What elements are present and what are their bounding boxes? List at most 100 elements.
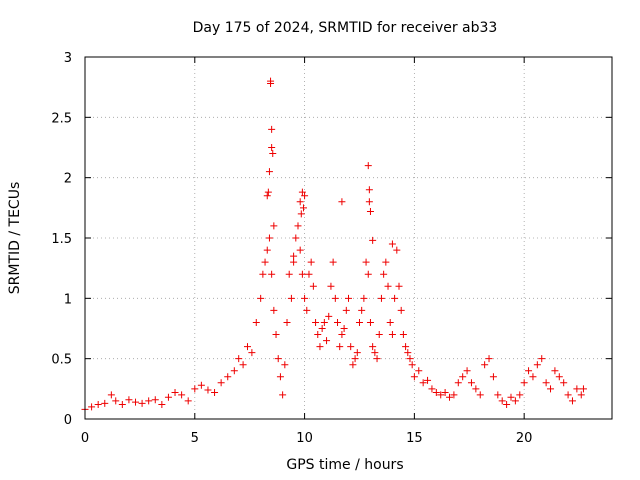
data-point: [579, 385, 587, 393]
data-point: [406, 355, 414, 363]
data-point: [560, 379, 568, 387]
data-point: [366, 318, 374, 326]
data-point: [365, 186, 373, 194]
data-point: [371, 349, 379, 357]
x-axis-label: GPS time / hours: [286, 457, 403, 473]
data-point: [287, 294, 295, 302]
data-point: [382, 258, 390, 266]
data-point: [345, 294, 352, 302]
data-point: [511, 397, 519, 405]
data-point: [391, 294, 399, 302]
data-point: [568, 397, 576, 405]
data-point: [525, 367, 533, 375]
data-point: [257, 294, 265, 302]
data-point: [459, 373, 467, 381]
x-tick-label: 20: [516, 431, 533, 446]
data-point: [204, 386, 212, 394]
x-tick-label: 15: [406, 431, 423, 446]
data-point: [138, 399, 146, 407]
data-point: [296, 246, 304, 254]
data-point: [276, 373, 284, 381]
data-point: [347, 343, 355, 351]
data-point: [410, 373, 418, 381]
data-point: [320, 318, 328, 326]
data-point: [516, 391, 524, 399]
data-point: [261, 258, 269, 266]
data-point: [239, 361, 247, 369]
data-point: [331, 294, 339, 302]
data-point: [265, 234, 273, 242]
data-point: [292, 234, 300, 242]
data-point: [538, 355, 546, 363]
data-point: [450, 391, 458, 399]
data-point: [101, 399, 109, 407]
grid: [85, 57, 612, 419]
data-point: [365, 198, 373, 206]
data-point: [503, 401, 511, 409]
y-tick-label: 0.5: [51, 353, 72, 368]
data-point: [441, 388, 449, 396]
data-point: [298, 188, 306, 196]
data-point: [274, 355, 282, 363]
data-point: [533, 361, 541, 369]
data-point: [369, 343, 377, 351]
data-point: [369, 236, 377, 244]
data-point: [259, 270, 267, 278]
data-point: [329, 258, 337, 266]
data-point: [285, 270, 293, 278]
data-point: [290, 252, 298, 260]
data-point: [334, 318, 342, 326]
data-point: [340, 325, 348, 332]
data-point: [272, 331, 280, 339]
data-point: [88, 403, 96, 411]
data-point: [494, 391, 502, 399]
data-point: [489, 373, 497, 381]
data-point: [307, 258, 315, 266]
data-point: [573, 385, 581, 393]
data-point: [362, 258, 370, 266]
data-point: [529, 373, 537, 381]
data-point: [268, 144, 276, 151]
data-point: [299, 204, 307, 212]
data-point: [373, 355, 381, 363]
data-point: [404, 349, 412, 357]
data-point: [316, 343, 324, 351]
data-point: [424, 376, 432, 384]
data-point: [263, 246, 271, 254]
data-point: [325, 312, 333, 320]
data-point: [454, 379, 462, 387]
x-tick-label: 5: [191, 431, 199, 446]
data-point: [305, 270, 313, 278]
data-point: [467, 379, 475, 387]
data-point: [158, 401, 166, 409]
data-point: [338, 198, 346, 206]
data-point: [353, 349, 361, 357]
data-point: [164, 393, 172, 401]
data-point: [402, 343, 410, 351]
data-point: [184, 397, 192, 405]
data-point: [224, 373, 232, 381]
data-point: [520, 379, 528, 387]
data-point: [265, 168, 273, 176]
y-tick-label: 0: [64, 413, 72, 428]
y-tick-label: 1.5: [51, 232, 72, 247]
data-point: [349, 361, 357, 369]
data-point: [395, 282, 403, 290]
data-point: [309, 282, 317, 290]
data-point: [303, 306, 311, 314]
data-point: [428, 385, 436, 393]
data-point: [498, 397, 506, 405]
data-point: [268, 270, 276, 278]
data-point: [547, 385, 555, 393]
data-point: [551, 367, 559, 375]
data-point: [301, 294, 309, 302]
data-point: [485, 355, 493, 363]
data-point: [327, 282, 335, 290]
data-point: [364, 270, 372, 278]
data-point: [263, 192, 271, 200]
data-point: [197, 381, 205, 389]
data-point: [397, 306, 405, 314]
x-tick-label: 0: [81, 431, 89, 446]
data-point: [268, 125, 276, 133]
data-point: [542, 379, 550, 387]
